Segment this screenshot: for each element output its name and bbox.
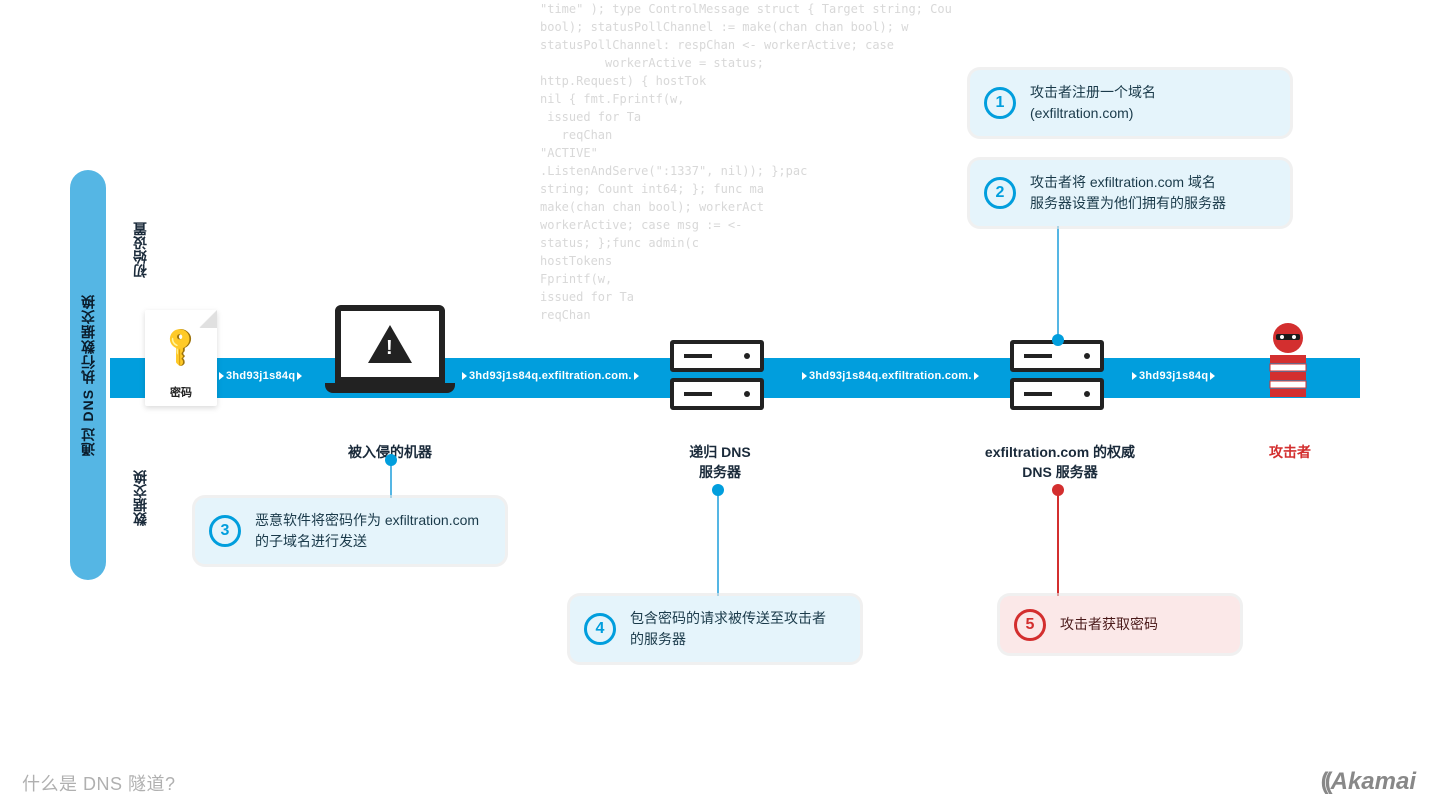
callout-3-text: 恶意软件将密码作为 exfiltration.com 的子域名进行发送 [255, 510, 489, 552]
doc-label: 密码 [145, 384, 217, 400]
callout-4: 4 包含密码的请求被传送至攻击者 的服务器 [570, 596, 860, 662]
auth-dns-label: exfiltration.com 的权威 DNS 服务器 [965, 443, 1155, 482]
connector-top [1057, 222, 1059, 340]
flow-seg-3: 3hd93j1s84q.exfiltration.com. [800, 370, 981, 382]
flow-seg-4: 3hd93j1s84q [1130, 370, 1217, 382]
callout-4-text: 包含密码的请求被传送至攻击者 的服务器 [630, 608, 844, 650]
footer-question: 什么是 DNS 隧道? [22, 770, 176, 796]
callout-5-num: 5 [1014, 609, 1046, 641]
warning-icon [368, 325, 412, 363]
password-document-icon: 🔑 密码 [145, 310, 217, 406]
connector-4 [717, 490, 719, 596]
initial-setup-label: 初始设置 [130, 222, 150, 278]
attacker-icon [1258, 320, 1318, 405]
attacker-label: 攻击者 [1250, 443, 1330, 463]
callout-5-text: 攻击者获取密码 [1060, 614, 1224, 635]
flow-seg-1: 3hd93j1s84q [217, 370, 304, 382]
data-exchange-label: 数据交换 [130, 470, 150, 526]
callout-1-num: 1 [984, 87, 1016, 119]
recursive-dns-icon [670, 340, 764, 416]
key-icon: 🔑 [157, 322, 205, 370]
callout-2-num: 2 [984, 177, 1016, 209]
flow-seg-2: 3hd93j1s84q.exfiltration.com. [460, 370, 641, 382]
callout-5: 5 攻击者获取密码 [1000, 596, 1240, 653]
auth-dns-icon [1010, 340, 1104, 416]
recursive-dns-label: 递归 DNS 服务器 [640, 443, 800, 482]
connector-3 [390, 460, 392, 498]
callout-2-text: 攻击者将 exfiltration.com 域名 服务器设置为他们拥有的服务器 [1030, 172, 1274, 214]
callout-2: 2 攻击者将 exfiltration.com 域名 服务器设置为他们拥有的服务… [970, 160, 1290, 226]
callout-1-text: 攻击者注册一个域名 (exfiltration.com) [1030, 82, 1274, 124]
callout-3: 3 恶意软件将密码作为 exfiltration.com 的子域名进行发送 [195, 498, 505, 564]
compromised-laptop-icon [325, 305, 455, 393]
left-category-pill: 通过 DNS 执行数据交换 [70, 170, 106, 580]
callout-4-num: 4 [584, 613, 616, 645]
brand-logo: Akamai [1321, 768, 1416, 796]
left-pill-label: 通过 DNS 执行数据交换 [78, 294, 98, 456]
connector-5 [1057, 490, 1059, 596]
callout-3-num: 3 [209, 515, 241, 547]
callout-1: 1 攻击者注册一个域名 (exfiltration.com) [970, 70, 1290, 136]
